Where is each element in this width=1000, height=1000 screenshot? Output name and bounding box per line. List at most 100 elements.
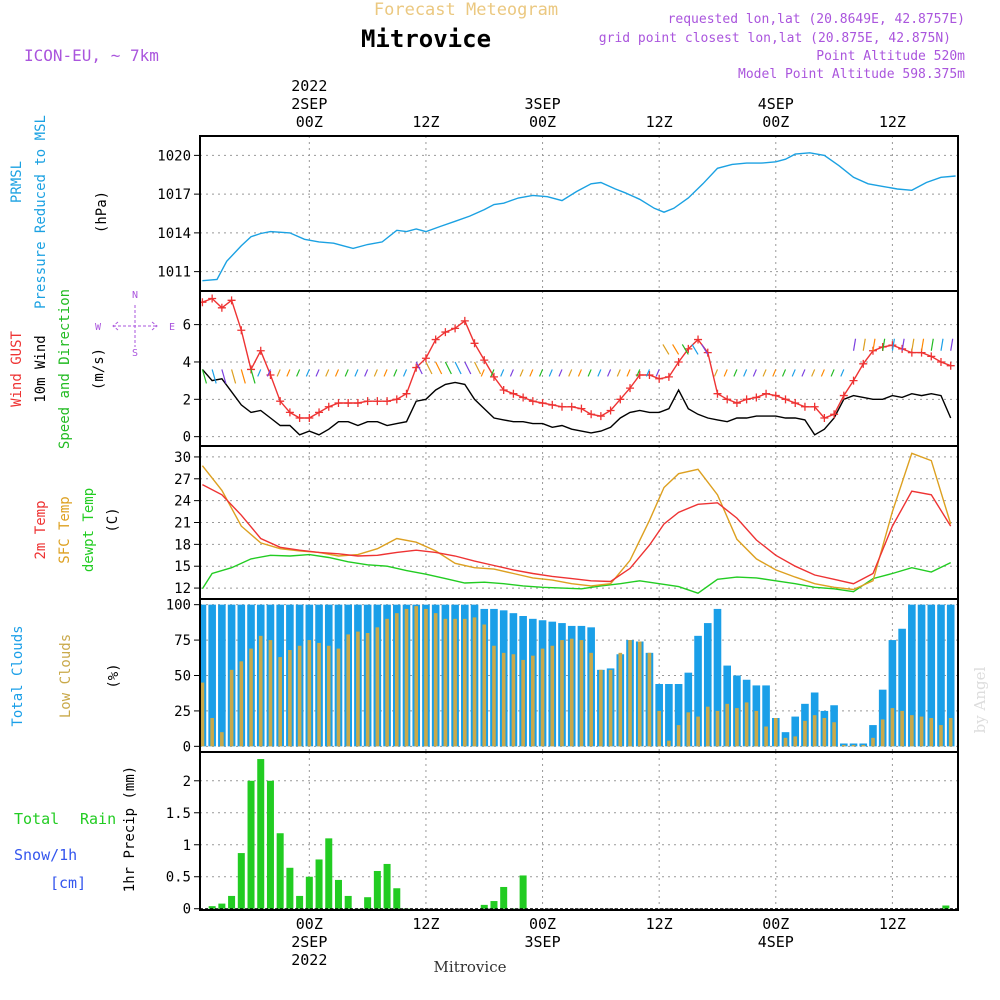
wind-direction-arrow — [655, 369, 660, 377]
wind-direction-arrow — [539, 369, 544, 377]
gust-marker — [431, 335, 440, 344]
wind-direction-arrow — [315, 369, 320, 377]
prmsl-label: PRMSL — [9, 161, 25, 203]
gust-marker — [285, 408, 294, 417]
wind-direction-arrow — [940, 338, 944, 351]
wind-direction-arrow — [558, 369, 563, 377]
gust-marker — [694, 335, 703, 344]
wind-direction-arrow — [930, 338, 934, 351]
rain-bar — [490, 901, 498, 909]
wind-direction-arrow — [240, 369, 246, 384]
wind-direction-arrow — [364, 369, 369, 377]
low-cloud-bar — [832, 722, 836, 747]
low-cloud-bar — [531, 655, 535, 747]
y-tick-label: 12 — [174, 581, 191, 597]
rain-bar — [247, 780, 255, 909]
total-cloud-bar — [762, 685, 770, 747]
gust-marker — [936, 357, 945, 366]
low-cloud-bar — [249, 648, 253, 747]
y-tick-label: 21 — [174, 516, 191, 532]
top-time-label: 12Z — [412, 113, 439, 131]
rain-bar — [393, 888, 401, 909]
wind-direction-arrow — [480, 369, 485, 377]
wind-direction-arrow — [257, 369, 262, 377]
wind-unit: (m/s) — [91, 348, 107, 390]
top-time-label: 12Z — [879, 113, 906, 131]
gust-marker — [946, 361, 955, 370]
wind-direction-arrow — [872, 338, 876, 351]
wind-direction-arrow — [577, 369, 582, 377]
gust-marker — [344, 399, 353, 408]
wind-direction-arrow — [231, 369, 237, 384]
gust-marker — [392, 395, 401, 404]
top-time-label: 12Z — [646, 113, 673, 131]
low-cloud-bar — [550, 645, 555, 747]
wind-direction-arrow — [882, 338, 886, 351]
top-time-label: 00Z — [529, 113, 556, 131]
snow-label: Snow/1h — [14, 846, 77, 864]
rain-bar — [286, 867, 294, 909]
wind-direction-arrow — [454, 361, 462, 375]
y-tick-label: 27 — [174, 472, 191, 488]
wind-direction-arrow — [752, 369, 757, 377]
low-cloud-bar — [773, 718, 778, 747]
wind-direction-arrow — [425, 361, 433, 375]
total-cloud-bar — [908, 604, 916, 747]
gust-marker — [587, 410, 596, 419]
low-cloud-bar — [842, 744, 846, 747]
y-tick-label: 1.5 — [166, 806, 191, 822]
y-tick-label: 1017 — [157, 187, 191, 203]
gust-marker — [256, 346, 265, 355]
low-cloud-bar — [288, 650, 292, 747]
pressure-labels: PRMSL Pressure Reduced to MSL (hPa) — [9, 115, 110, 309]
rain-bar — [208, 906, 216, 909]
total-cloud-bar — [898, 628, 906, 747]
gust-marker — [200, 298, 207, 307]
low-cloud-bar — [919, 716, 924, 747]
low-cloud-bar — [521, 659, 525, 747]
total-cloud-bar — [917, 604, 926, 747]
rain-bar — [942, 905, 950, 909]
total-cloud-bar — [849, 743, 858, 747]
panel-frame — [199, 751, 959, 911]
low-cloud-bar — [268, 640, 273, 747]
low-cloud-bar — [667, 740, 671, 747]
wind-direction-arrow — [723, 369, 728, 377]
bottom-time-label: 00Z — [529, 915, 556, 933]
wind-direction-arrow — [548, 369, 553, 377]
gust-marker — [752, 393, 761, 402]
low-cloud-bar — [715, 710, 720, 747]
wind-direction-arrow — [568, 369, 573, 377]
wind-direction-arrow — [772, 369, 777, 377]
top-time-label: 2022 — [291, 77, 327, 95]
y-tick-label: 18 — [174, 537, 191, 553]
y-tick-label: 2 — [183, 392, 191, 408]
total-cloud-bar — [927, 604, 936, 747]
y-tick-label: 15 — [174, 559, 191, 575]
panel-frame — [199, 135, 959, 292]
low-cloud-bar — [394, 613, 399, 747]
top-time-label: 00Z — [762, 113, 789, 131]
low-cloud-bar — [501, 652, 506, 747]
gust-marker — [616, 395, 625, 404]
wind-direction-arrow — [211, 369, 217, 384]
low-cloud-bar — [472, 617, 477, 747]
low-cloud-bar — [589, 652, 593, 747]
wind-direction-arrow — [383, 369, 388, 377]
y-tick-label: 0 — [183, 902, 191, 918]
low-cloud-bar — [511, 654, 516, 747]
low-cloud-bar — [647, 652, 652, 747]
rain-bar — [500, 886, 508, 909]
gust-marker — [217, 303, 226, 312]
rain-bar — [373, 870, 381, 909]
y-tick-label: 0 — [183, 430, 191, 446]
low-cloud-bar — [297, 645, 302, 747]
total-cloud-bar — [703, 623, 712, 747]
y-tick-label: 2 — [183, 774, 191, 790]
bottom-time-label: 00Z — [296, 915, 323, 933]
wind-direction-arrow — [762, 369, 767, 377]
top-time-label: 4SEP — [758, 95, 794, 113]
pressure-label: Pressure Reduced to MSL — [33, 115, 49, 309]
